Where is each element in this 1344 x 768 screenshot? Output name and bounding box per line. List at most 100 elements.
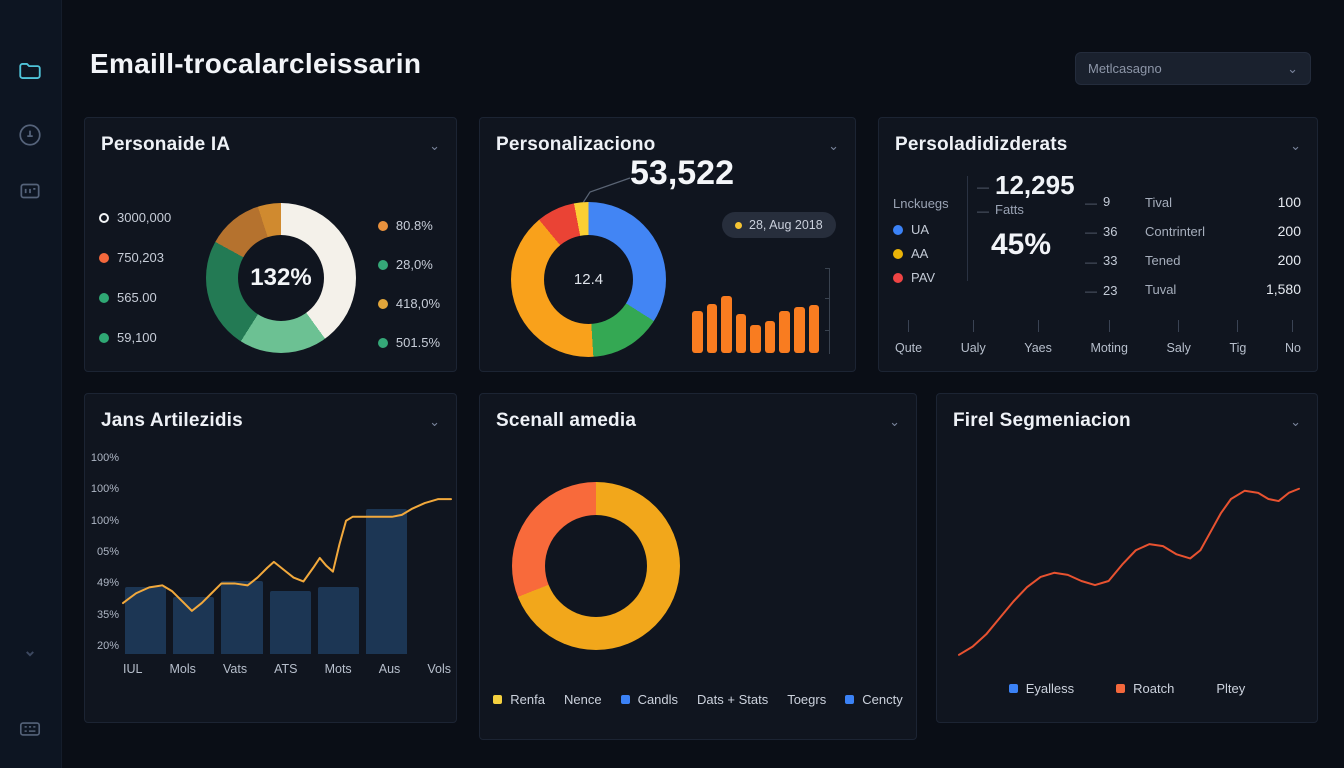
legend-item: 501.5%: [377, 335, 440, 350]
legend-swatch-icon: [99, 212, 109, 223]
headline-label: Fatts: [977, 202, 1024, 218]
panel-title: Scenall amedia: [496, 410, 637, 431]
bar: [692, 311, 703, 353]
axis-label: 100%: [90, 452, 119, 464]
mini-value: 9: [1085, 194, 1117, 210]
legend-item: 565.00: [99, 290, 171, 305]
legend-swatch-icon: [99, 332, 109, 343]
legend-item: Pltey: [1216, 681, 1246, 696]
mini-values: 9 36 33 23: [1085, 194, 1117, 298]
legend-item: Renfa: [493, 692, 545, 707]
stat-row: Tened 200: [1145, 252, 1301, 268]
bar: [793, 307, 805, 353]
panel-firel-segmeniacion: Firel Segmeniacion ⌄ Eyalless Roatch Pltey: [936, 393, 1318, 723]
chart-legend: Renfa Nence Candls Dats + Stats Toegrs Cencty: [480, 692, 916, 707]
group-label: Lnckuegs: [893, 196, 949, 211]
filter-dropdown[interactable]: Metlcasagno ⌄: [1075, 52, 1311, 85]
percent-value: 45%: [991, 228, 1052, 261]
legend-swatch-icon: [893, 224, 903, 235]
card-icon[interactable]: [15, 176, 45, 206]
panel-title: Jans Artilezidis: [101, 410, 243, 431]
sidebar: [0, 0, 62, 768]
axis-tick: Ualy: [961, 320, 986, 355]
panel-jans-artilezidis: Jans Artilezidis ⌄ 100% 100% 100% 05% 49% 35%…: [84, 393, 457, 723]
user-circle-icon[interactable]: [15, 120, 45, 150]
legend-item: 28,0%: [377, 257, 440, 272]
y-axis-labels: 100% 100% 100% 05% 49% 35% 20%: [89, 452, 119, 652]
axis-label: Mols: [169, 662, 196, 676]
panel-title: Persoladidizderats: [895, 134, 1068, 155]
legend-item: 418,0%: [377, 296, 440, 311]
axis-tick: Saly: [1167, 320, 1191, 355]
filter-dropdown-value: Metlcasagno: [1088, 61, 1162, 76]
axis-tick: Yaes: [1024, 320, 1052, 355]
mini-value: 33: [1085, 253, 1117, 269]
legend-swatch-icon: [620, 695, 630, 704]
legend-swatch-icon: [377, 220, 388, 231]
panel-scenall-amedia: Scenall amedia ⌄ Renfa Nence Candls Dats + …: [479, 393, 917, 740]
axis-label: 35%: [96, 608, 119, 621]
legend-item: Nence: [563, 692, 602, 707]
stat-row: Tuval 1,580: [1145, 281, 1301, 297]
bar: [317, 587, 359, 654]
bar: [706, 303, 718, 353]
legend-swatch-icon: [377, 337, 388, 348]
bar: [779, 311, 790, 353]
chevron-down-icon[interactable]: ⌄: [889, 413, 900, 429]
legend-item: 59,100: [99, 330, 171, 345]
legend-item: Eyalless: [1008, 681, 1074, 696]
panel-personalizaciono: Personalizaciono ⌄ 53,522 28, Aug 2018 1…: [479, 117, 856, 372]
bar: [269, 591, 311, 654]
headline-value: 12,295: [977, 170, 1075, 201]
series-legend: UA AA PAV: [893, 222, 935, 285]
bar: [173, 597, 215, 654]
legend-swatch-icon: [99, 292, 109, 303]
axis-label: 20%: [96, 639, 119, 652]
legend-item: Roatch: [1116, 681, 1174, 696]
chevron-down-icon: ⌄: [1287, 61, 1298, 76]
axis-tick: Qute: [895, 320, 922, 355]
line-chart: [959, 458, 1299, 663]
axis-label: 100%: [90, 514, 119, 527]
legend-item: Cencty: [845, 692, 903, 707]
chevron-down-icon[interactable]: ⌄: [1290, 413, 1301, 429]
panel-title: Firel Segmeniacion: [953, 410, 1131, 431]
bars: [125, 458, 408, 654]
folder-icon[interactable]: [15, 56, 45, 86]
chevron-down-icon[interactable]: ⌄: [828, 137, 839, 153]
bar: [721, 296, 732, 353]
bar: [764, 320, 776, 353]
mini-value: 23: [1085, 283, 1117, 299]
panel-personaide-ia: Personaide IA ⌄ 132% 3000,000 750,203 565.…: [84, 117, 457, 372]
donut-center-value: 12.4: [573, 271, 604, 288]
axis-tick: Tig: [1229, 320, 1246, 355]
date-badge: 28, Aug 2018: [722, 212, 836, 238]
chevron-down-icon[interactable]: ⌄: [429, 137, 440, 153]
legend-item: 3000,000: [99, 210, 171, 225]
axis-label: Mots: [324, 662, 352, 676]
grid-icon[interactable]: [15, 714, 45, 744]
bottom-axis: Qute Ualy Yaes Moting Saly Tig No: [895, 320, 1301, 355]
chart-legend: Eyalless Roatch Pltey: [937, 681, 1317, 696]
bar: [808, 304, 820, 353]
bar: [365, 508, 408, 654]
legend-swatch-icon: [493, 695, 503, 704]
legend-item: PAV: [893, 270, 935, 285]
legend-swatch-icon: [1116, 684, 1126, 693]
axis-tick: Moting: [1090, 320, 1128, 355]
trend-line: [123, 458, 451, 654]
axis-label: IUL: [123, 662, 143, 676]
bar: [735, 314, 747, 353]
legend-swatch-icon: [377, 298, 388, 309]
chevron-down-icon[interactable]: ⌄: [429, 413, 440, 429]
legend-item: Candls: [620, 692, 678, 707]
axis-label: 100%: [90, 483, 119, 496]
divider: [967, 176, 968, 281]
bar: [750, 325, 761, 353]
chevron-down-icon[interactable]: ⌄: [1290, 137, 1301, 153]
chevron-icon[interactable]: [15, 638, 45, 668]
mini-value: 36: [1085, 224, 1117, 240]
bar: [221, 581, 263, 654]
callout-value: 53,522: [630, 154, 734, 192]
